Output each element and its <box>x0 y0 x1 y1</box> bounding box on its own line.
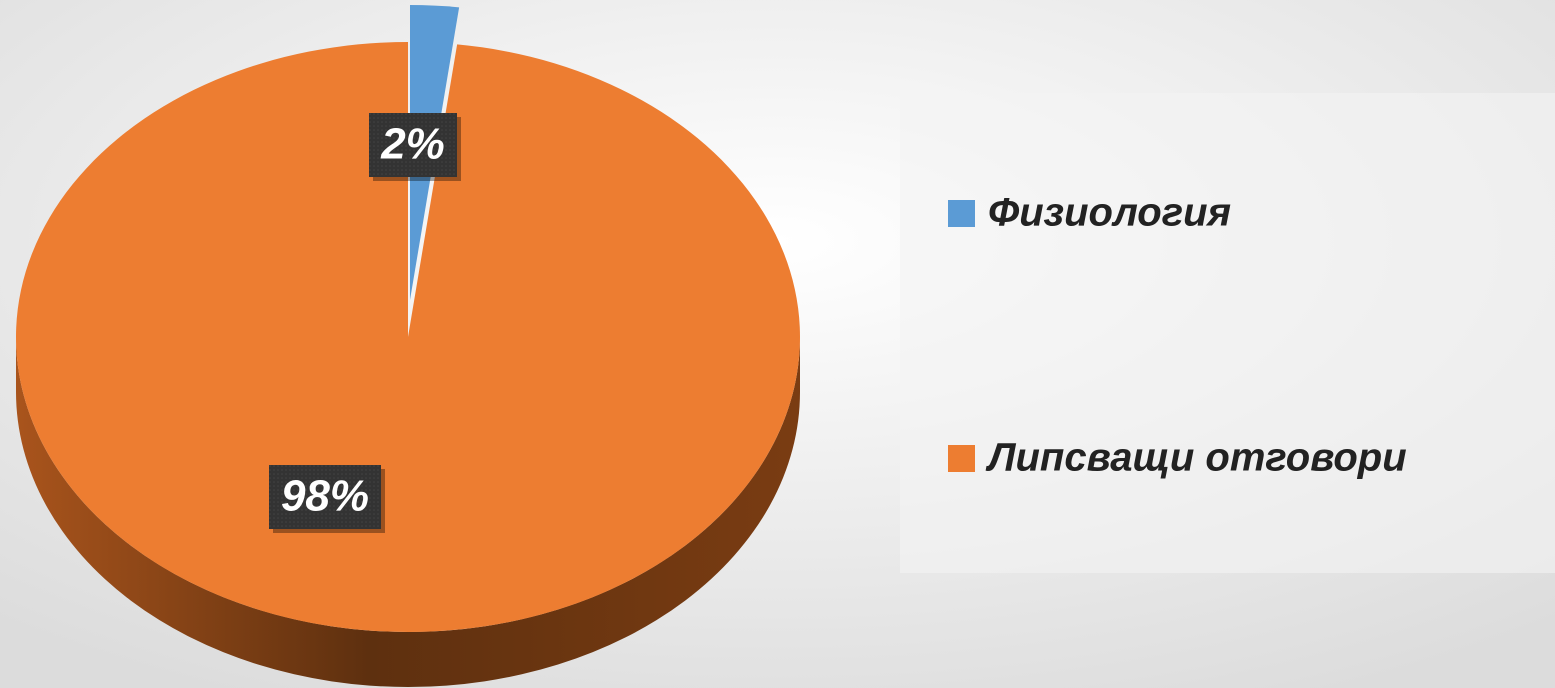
legend-label: Липсващи отговори <box>985 436 1407 480</box>
data-label-text: 98% <box>281 472 369 521</box>
data-label: 98% <box>269 465 385 533</box>
pie-slice <box>16 42 801 632</box>
legend-label: Физиология <box>988 191 1231 235</box>
label-box <box>369 113 457 177</box>
legend-swatch <box>948 200 975 227</box>
data-label-text: 2% <box>380 120 445 169</box>
legend-box <box>900 93 1555 573</box>
label-box <box>269 465 381 529</box>
legend: Физиология Липсващи отговори <box>948 191 1407 480</box>
labels: 2% 98% <box>269 113 461 533</box>
pie-side <box>16 337 800 687</box>
data-label: 2% <box>369 113 461 181</box>
legend-swatch <box>948 445 975 472</box>
